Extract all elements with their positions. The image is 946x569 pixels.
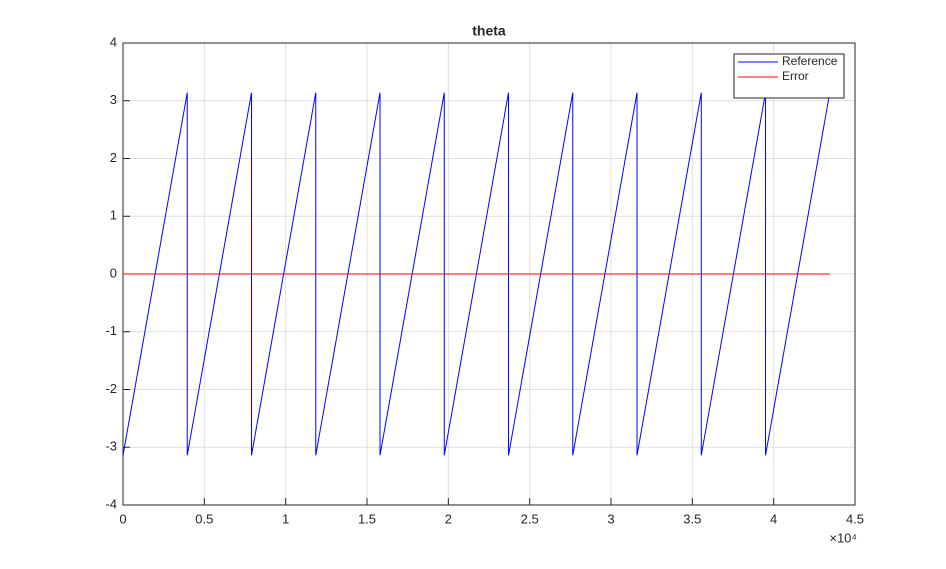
x-exponent: ×10⁴ xyxy=(829,530,857,545)
x-tick-label: 0.5 xyxy=(195,511,213,526)
y-tick-label: 2 xyxy=(110,150,117,165)
legend-box xyxy=(733,53,845,99)
y-tick-label: -2 xyxy=(105,381,117,396)
x-tick-label: 3 xyxy=(607,511,614,526)
y-tick-label: 0 xyxy=(110,265,117,280)
y-tick-label: -4 xyxy=(105,496,117,511)
chart-title: theta xyxy=(472,23,506,39)
y-tick-label: 1 xyxy=(110,208,117,223)
x-tick-label: 4.5 xyxy=(846,511,864,526)
legend-label: Error xyxy=(782,69,809,83)
x-tick-label: 2.5 xyxy=(521,511,539,526)
x-tick-label: 1 xyxy=(282,511,289,526)
legend-label: Reference xyxy=(782,54,838,68)
x-tick-label: 1.5 xyxy=(358,511,376,526)
y-tick-label: -3 xyxy=(105,439,117,454)
y-tick-label: 4 xyxy=(110,34,117,49)
x-tick-label: 4 xyxy=(770,511,777,526)
x-tick-label: 3.5 xyxy=(683,511,701,526)
x-tick-label: 2 xyxy=(445,511,452,526)
y-tick-label: -1 xyxy=(105,323,117,338)
x-tick-label: 0 xyxy=(119,511,126,526)
y-tick-label: 3 xyxy=(110,92,117,107)
